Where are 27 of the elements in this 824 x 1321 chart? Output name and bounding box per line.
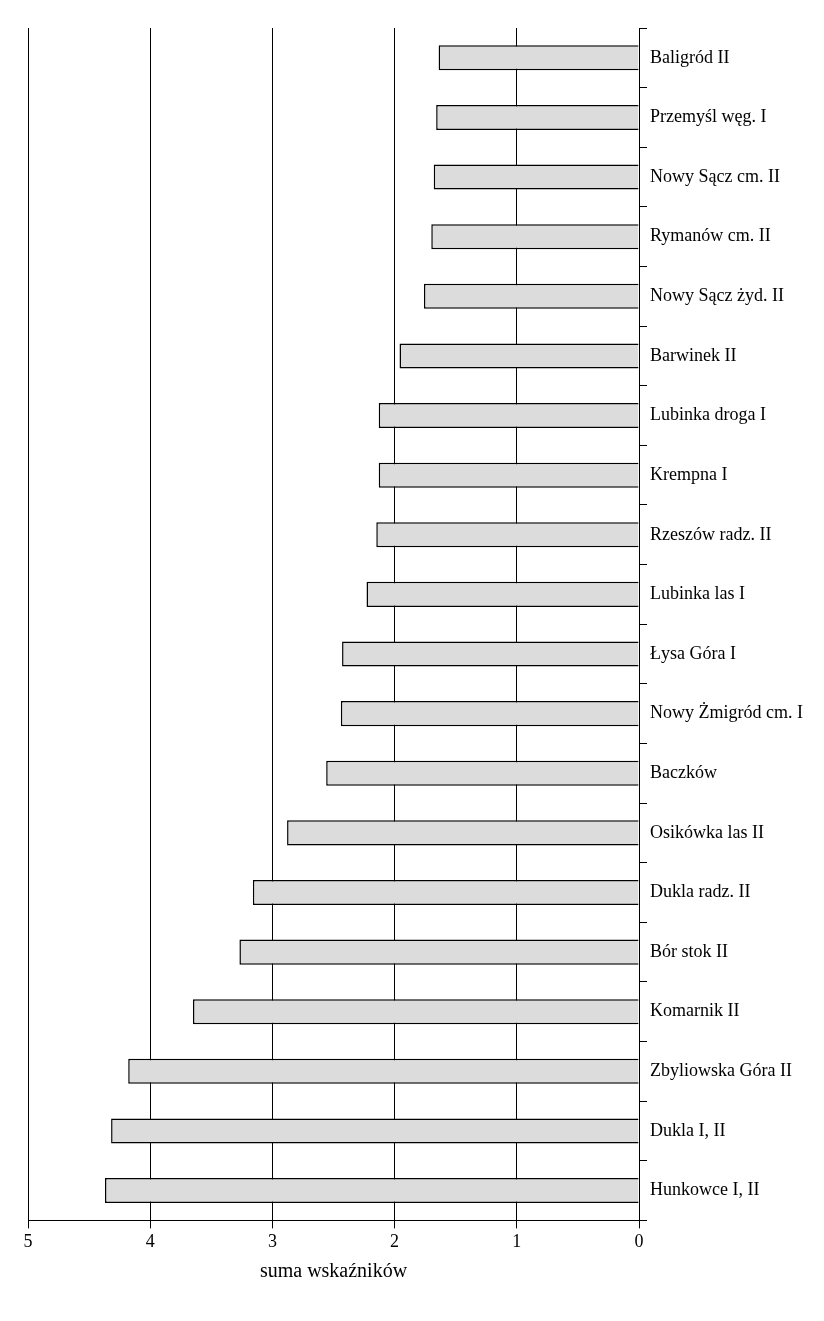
y-tick-label: Łysa Góra I [650,642,736,663]
x-tick-label: 2 [390,1230,400,1251]
y-tick-label: Nowy Sącz żyd. II [650,285,784,306]
y-tick-label: Barwinek II [650,344,737,365]
y-tick-label: Nowy Żmigród cm. I [650,702,804,723]
x-tick-label: 1 [512,1230,522,1251]
y-tick-label: Baligród II [650,46,730,67]
x-tick-label: 4 [145,1230,155,1251]
y-tick-label: Osikówka las II [650,821,765,842]
x-tick-label: 3 [267,1230,277,1251]
x-tick-label: 5 [23,1230,33,1251]
y-tick-label: Dukla I, II [650,1119,726,1140]
y-tick-label: Krempna I [650,463,728,484]
y-tick-label: Hunkowce I, II [650,1179,760,1200]
y-tick-label: Zbyliowska Góra II [650,1060,792,1081]
y-tick-label: Przemyśl węg. I [650,106,767,127]
y-tick-label: Komarnik II [650,1000,740,1021]
y-tick-label: Dukla radz. II [650,881,751,902]
y-tick-label: Rymanów cm. II [650,225,771,246]
y-tick-label: Bór stok II [650,940,729,961]
y-tick-label: Lubinka las I [650,583,746,604]
y-tick-label: Rzeszów radz. II [650,523,772,544]
x-axis-title: suma wskaźników [259,1259,408,1282]
y-tick-label: Lubinka droga I [650,404,766,425]
x-tick-label: 0 [634,1230,644,1251]
y-tick-label: Nowy Sącz cm. II [650,165,780,186]
y-tick-label: Baczków [650,761,718,782]
